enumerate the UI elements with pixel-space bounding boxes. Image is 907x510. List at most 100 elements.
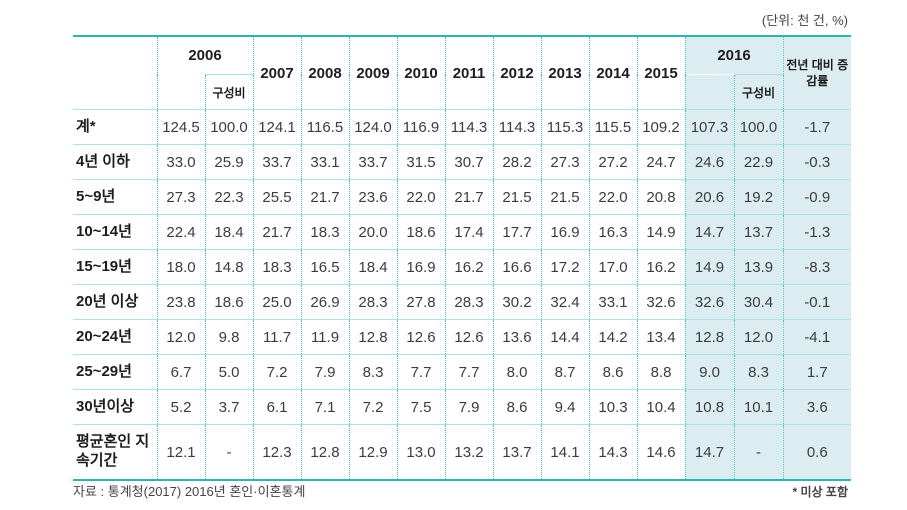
table-body: 계* 124.5 100.0 124.1 116.5 124.0 116.9 114.3 114… <box>73 109 851 480</box>
year-header-2012: 2012 <box>492 36 541 110</box>
table-cell: 10.8 <box>684 389 734 425</box>
unit-note: (단위: 천 건, %) <box>761 13 848 28</box>
table-row: 10~14년 22.4 18.4 21.7 18.3 20.0 18.6 17.4 17.7 16… <box>73 214 851 250</box>
table-cell: 14.3 <box>588 424 637 480</box>
table-cell: 18.4 <box>204 214 253 250</box>
table-cell: 13.2 <box>444 424 493 480</box>
table-cell: 14.2 <box>588 319 637 355</box>
table-cell: 24.6 <box>684 144 734 180</box>
table-cell: 100.0 <box>733 109 783 145</box>
table-cell: 16.3 <box>588 214 637 250</box>
table-cell: 124.5 <box>156 109 205 145</box>
table-cell: 14.4 <box>540 319 589 355</box>
table-cell: 107.3 <box>684 109 734 145</box>
table-cell: 12.0 <box>156 319 205 355</box>
divorce-duration-table: 2006 2007 2008 2009 2010 2011 2012 2013 2014 2015… <box>73 35 851 481</box>
table-row: 4년 이하 33.0 25.9 33.7 33.1 33.7 31.5 30.7 28.2 27.… <box>73 144 851 180</box>
table-cell: -1.7 <box>782 109 851 145</box>
table-row: 25~29년 6.7 5.0 7.2 7.9 8.3 7.7 7.7 8.0 8.7 8.6 8.8 9… <box>73 354 851 390</box>
year-header-2014: 2014 <box>588 36 637 110</box>
row-label: 30년이상 <box>73 389 157 425</box>
header-year-row: 2006 2007 2008 2009 2010 2011 2012 2013 2014 2015… <box>73 36 851 110</box>
table-cell: 7.7 <box>444 354 493 390</box>
table-cell: 33.1 <box>300 144 349 180</box>
table-cell: -0.1 <box>782 284 851 320</box>
table-cell: 12.8 <box>300 424 349 480</box>
table-cell: 116.5 <box>300 109 349 145</box>
table-cell: 32.4 <box>540 284 589 320</box>
year-header-2007: 2007 <box>252 36 301 110</box>
row-label: 계* <box>73 109 157 145</box>
table-cell: 12.8 <box>684 319 734 355</box>
table-cell: 12.3 <box>252 424 301 480</box>
table-cell: 23.8 <box>156 284 205 320</box>
table-cell: 100.0 <box>204 109 253 145</box>
table-cell: -0.9 <box>782 179 851 215</box>
year-header-2015: 2015 <box>636 36 685 110</box>
table-cell: 21.7 <box>252 214 301 250</box>
table-cell: 17.2 <box>540 249 589 285</box>
table-cell: 20.0 <box>348 214 397 250</box>
table-cell: 19.2 <box>733 179 783 215</box>
unknown-included-footnote: * 미상 포함 <box>792 485 849 499</box>
table-cell: 16.9 <box>540 214 589 250</box>
table-cell: 13.4 <box>636 319 685 355</box>
table-cell: 22.4 <box>156 214 205 250</box>
sub-empty-2016 <box>684 74 734 110</box>
table-cell: 25.5 <box>252 179 301 215</box>
table-row: 평균혼인 지속기간 12.1-12.3 12.8 12.9 13.0 13.2 13.7 14… <box>73 424 851 480</box>
table-cell: 11.7 <box>252 319 301 355</box>
table-cell: 32.6 <box>684 284 734 320</box>
table-cell: 17.4 <box>444 214 493 250</box>
table-cell: 30.4 <box>733 284 783 320</box>
table-cell: 14.7 <box>684 214 734 250</box>
table-cell: 6.7 <box>156 354 205 390</box>
table-cell: 124.0 <box>348 109 397 145</box>
table-cell: 12.1 <box>156 424 205 480</box>
table-cell: 12.9 <box>348 424 397 480</box>
table-cell: 14.9 <box>636 214 685 250</box>
table-cell: 8.7 <box>540 354 589 390</box>
table-cell: 16.2 <box>636 249 685 285</box>
table-cell: 115.5 <box>588 109 637 145</box>
table-cell: 28.3 <box>348 284 397 320</box>
table-cell: 7.1 <box>300 389 349 425</box>
table-footer: 자료 : 통계청(2017) 2016년 혼인·이혼통계 * 미상 포함 <box>73 481 848 500</box>
table-cell: 16.6 <box>492 249 541 285</box>
year-header-2013: 2013 <box>540 36 589 110</box>
table-cell: 116.9 <box>396 109 445 145</box>
table-cell: 1.7 <box>782 354 851 390</box>
table-cell: 8.3 <box>733 354 783 390</box>
table-cell: 17.0 <box>588 249 637 285</box>
table-cell: 7.9 <box>444 389 493 425</box>
table-cell: 22.0 <box>396 179 445 215</box>
table-cell: - <box>204 424 253 480</box>
table-row: 계* 124.5 100.0 124.1 116.5 124.0 116.9 114.3 114… <box>73 109 851 145</box>
table-cell: 16.5 <box>300 249 349 285</box>
row-label: 평균혼인 지속기간 <box>73 424 157 480</box>
table-cell: 28.3 <box>444 284 493 320</box>
table-cell: 14.7 <box>684 424 734 480</box>
year-header-2009: 2009 <box>348 36 397 110</box>
table-cell: 21.5 <box>492 179 541 215</box>
table-cell: 14.9 <box>684 249 734 285</box>
corner-cell <box>73 36 157 110</box>
table-row: 30년이상 5.2 3.7 6.1 7.1 7.2 7.5 7.9 8.6 9.4 10.3 10.4… <box>73 389 851 425</box>
table-cell: 114.3 <box>444 109 493 145</box>
row-label: 4년 이하 <box>73 144 157 180</box>
table-cell: 8.8 <box>636 354 685 390</box>
year-header-2010: 2010 <box>396 36 445 110</box>
table-cell: 31.5 <box>396 144 445 180</box>
table-cell: -4.1 <box>782 319 851 355</box>
table-row: 5~9년 27.3 22.3 25.5 21.7 23.6 22.0 21.7 21.5 21.5… <box>73 179 851 215</box>
table-cell: 27.8 <box>396 284 445 320</box>
table-cell: 8.3 <box>348 354 397 390</box>
table-cell: 7.5 <box>396 389 445 425</box>
table-cell: 3.6 <box>782 389 851 425</box>
table-cell: 28.2 <box>492 144 541 180</box>
table-cell: 5.2 <box>156 389 205 425</box>
row-label: 5~9년 <box>73 179 157 215</box>
table-cell: 7.7 <box>396 354 445 390</box>
table-cell: -8.3 <box>782 249 851 285</box>
